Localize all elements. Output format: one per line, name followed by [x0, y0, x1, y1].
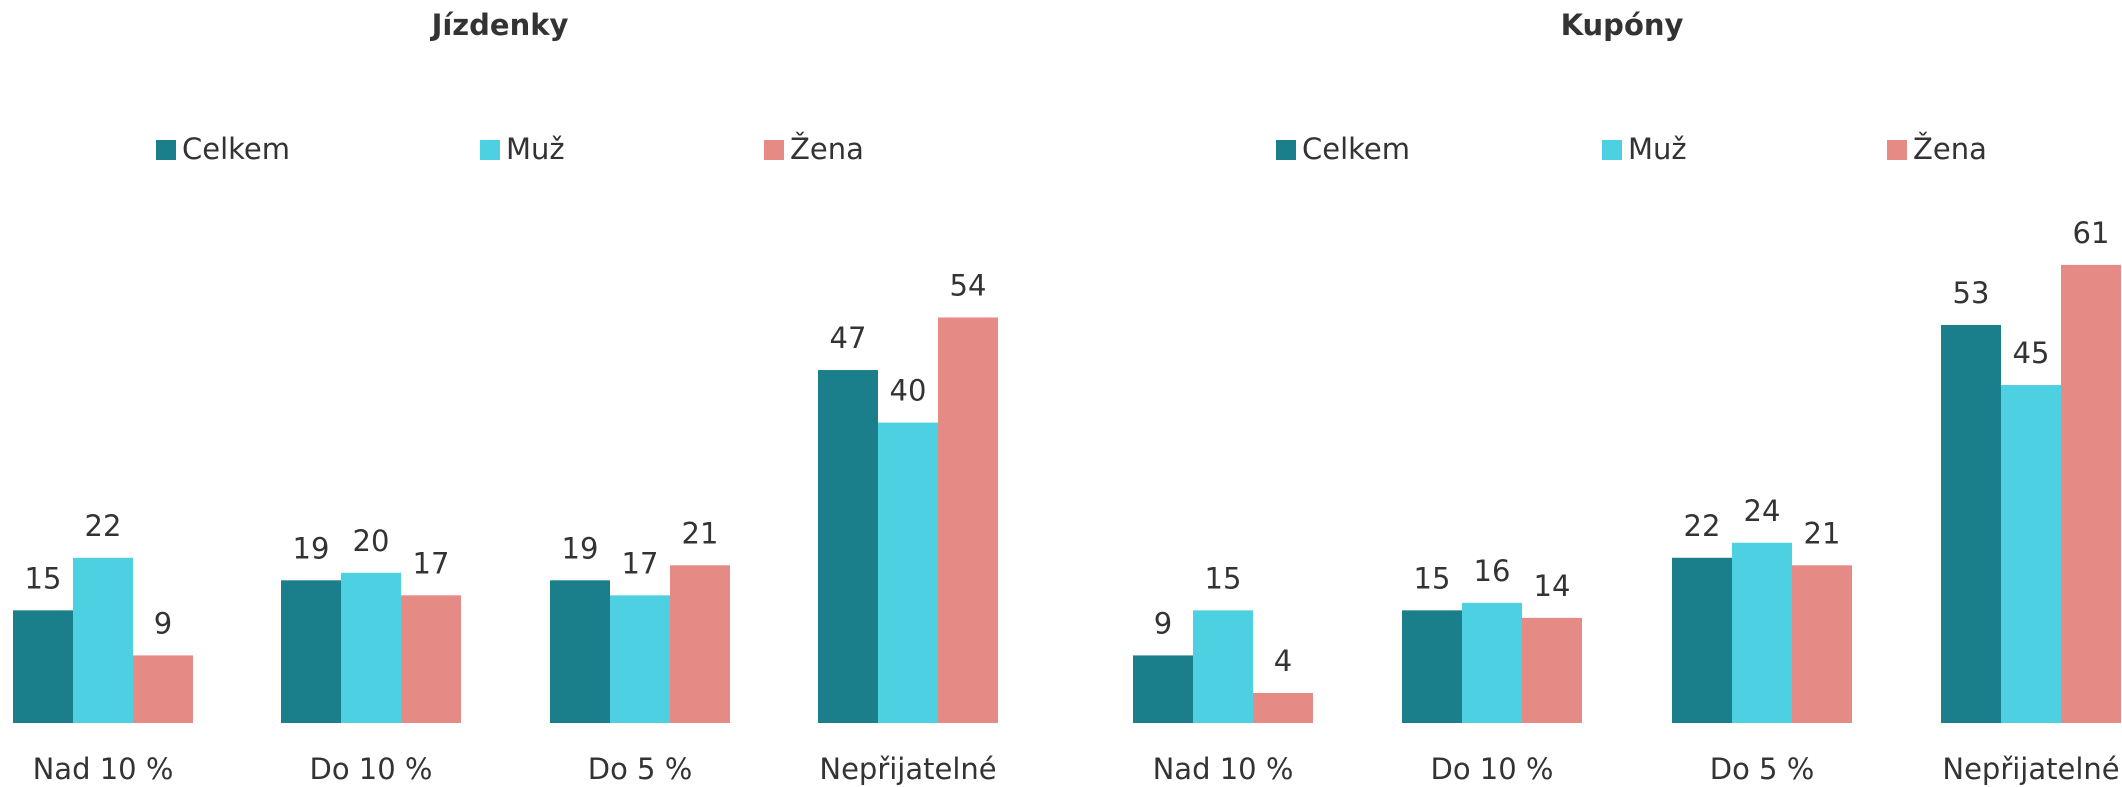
bar: [1941, 324, 2001, 723]
legend-label: Muž: [506, 132, 565, 166]
legend-label: Žena: [1913, 132, 1987, 166]
x-tick-label: Nepřijatelné: [1942, 752, 2119, 786]
data-label: 22: [85, 509, 122, 543]
bar: [1133, 655, 1193, 723]
chart-title: Jízdenky: [430, 8, 569, 42]
data-label: 19: [293, 531, 330, 565]
bar: [550, 580, 610, 723]
x-tick-label: Do 10 %: [1431, 752, 1554, 786]
data-label: 15: [25, 561, 62, 595]
legend-swatch: [1602, 140, 1622, 160]
legend-swatch: [156, 140, 176, 160]
legend-label: Celkem: [182, 132, 290, 166]
bar: [341, 572, 401, 723]
bar: [1253, 692, 1313, 723]
bar: [401, 595, 461, 723]
x-tick-label: Do 10 %: [310, 752, 433, 786]
bar: [1462, 602, 1522, 723]
legend-swatch: [480, 140, 500, 160]
legend-swatch: [1276, 140, 1296, 160]
data-label: 53: [1953, 276, 1990, 310]
data-label: 16: [1474, 554, 1511, 588]
data-label: 21: [1804, 516, 1841, 550]
data-label: 9: [1154, 606, 1172, 640]
bar: [2001, 385, 2061, 723]
data-label: 61: [2073, 216, 2110, 250]
data-label: 17: [622, 546, 659, 580]
bar: [133, 655, 193, 723]
data-label: 22: [1684, 509, 1721, 543]
legend-label: Žena: [790, 132, 864, 166]
data-label: 40: [890, 374, 927, 408]
bar: [1672, 557, 1732, 723]
bar: [1792, 565, 1852, 723]
bar: [878, 422, 938, 723]
bar: [610, 595, 670, 723]
x-tick-label: Do 5 %: [1710, 752, 1815, 786]
data-label: 47: [830, 321, 867, 355]
chart-title: Kupóny: [1561, 8, 1684, 42]
bar: [2061, 264, 2121, 723]
legend-swatch: [764, 140, 784, 160]
bar: [818, 370, 878, 723]
bar: [73, 557, 133, 723]
bar: [1522, 617, 1582, 723]
bar: [1193, 610, 1253, 723]
data-label: 19: [562, 531, 599, 565]
bar: [670, 565, 730, 723]
bar: [281, 580, 341, 723]
bar: [938, 317, 998, 723]
data-label: 9: [154, 606, 172, 640]
data-label: 20: [353, 524, 390, 558]
data-label: 17: [413, 546, 450, 580]
bar: [1732, 542, 1792, 723]
data-label: 4: [1274, 644, 1292, 678]
legend-label: Celkem: [1302, 132, 1410, 166]
bar: [13, 610, 73, 723]
data-label: 45: [2013, 336, 2050, 370]
data-label: 15: [1205, 561, 1242, 595]
legend-label: Muž: [1628, 132, 1687, 166]
data-label: 21: [682, 516, 719, 550]
bar: [1402, 610, 1462, 723]
data-label: 15: [1414, 561, 1451, 595]
legend-swatch: [1887, 140, 1907, 160]
x-tick-label: Nad 10 %: [33, 752, 174, 786]
data-label: 24: [1744, 494, 1781, 528]
data-label: 54: [950, 268, 987, 302]
data-label: 14: [1534, 569, 1571, 603]
x-tick-label: Nepřijatelné: [819, 752, 996, 786]
x-tick-label: Do 5 %: [588, 752, 693, 786]
x-tick-label: Nad 10 %: [1153, 752, 1294, 786]
